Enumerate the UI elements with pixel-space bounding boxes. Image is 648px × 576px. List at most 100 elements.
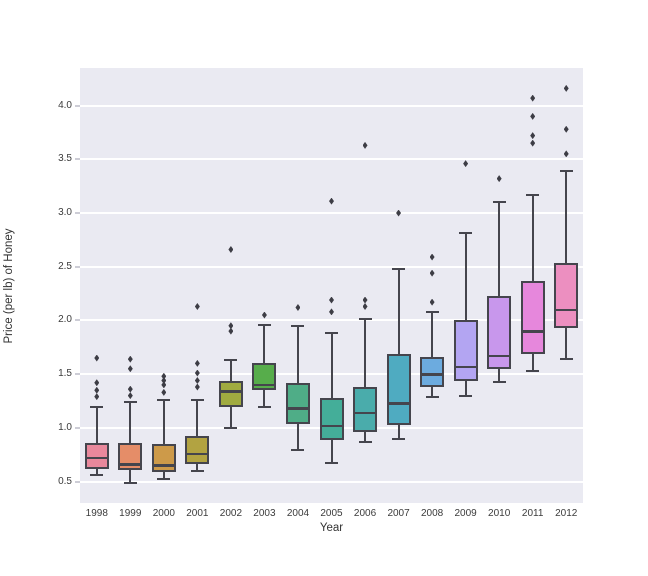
median-2012 xyxy=(554,308,579,312)
median-2002 xyxy=(218,390,243,393)
whisker-cap-low-2004 xyxy=(291,449,305,452)
box-2008 xyxy=(420,356,445,387)
y-tick-mark xyxy=(75,319,80,322)
median-2000 xyxy=(151,464,176,467)
outlier-2001 xyxy=(194,369,200,377)
outlier-2011 xyxy=(530,112,536,120)
y-tick-mark xyxy=(75,373,80,376)
x-tick-label-2006: 2006 xyxy=(353,508,377,519)
outlier-1999 xyxy=(127,365,133,373)
y-tick-mark xyxy=(75,480,80,483)
whisker-2008 xyxy=(431,311,434,397)
whisker-2006 xyxy=(364,319,367,442)
y-tick-label: 2.0 xyxy=(58,314,72,326)
box-2007 xyxy=(386,353,411,425)
outlier-2001 xyxy=(194,383,200,391)
box-1998 xyxy=(84,442,109,469)
outlier-2001 xyxy=(194,359,200,367)
whisker-cap-low-2000 xyxy=(157,478,171,481)
outlier-2005 xyxy=(329,296,334,304)
whisker-2009 xyxy=(464,233,467,396)
median-2007 xyxy=(386,402,411,405)
y-axis-label: Price (per lb) of Honey xyxy=(3,228,15,344)
x-tick-label-2000: 2000 xyxy=(152,508,175,519)
box-2001 xyxy=(185,436,210,465)
median-1999 xyxy=(118,463,143,466)
y-tick-label: 2.5 xyxy=(58,260,72,272)
whisker-cap-low-2006 xyxy=(358,440,372,443)
outlier-2006 xyxy=(362,302,368,310)
x-tick-label-2008: 2008 xyxy=(420,508,444,519)
outlier-2011 xyxy=(530,139,536,147)
whisker-1998 xyxy=(95,407,98,476)
outlier-1998 xyxy=(94,393,100,401)
outlier-2008 xyxy=(429,253,435,261)
outlier-2006 xyxy=(362,296,368,304)
outlier-2004 xyxy=(295,304,301,312)
whisker-2001 xyxy=(196,399,199,471)
whisker-cap-low-2008 xyxy=(425,395,439,398)
y-gridline xyxy=(80,158,583,161)
median-2011 xyxy=(520,330,545,333)
median-2006 xyxy=(353,411,378,415)
outlier-2012 xyxy=(563,84,569,92)
box-2010 xyxy=(487,295,512,369)
median-2003 xyxy=(252,383,277,387)
whisker-2000 xyxy=(162,399,165,480)
whisker-cap-high-2005 xyxy=(325,332,338,335)
x-tick-label-2009: 2009 xyxy=(454,508,477,519)
whisker-2010 xyxy=(498,202,501,382)
outlier-2011 xyxy=(530,132,536,140)
median-2008 xyxy=(420,373,445,376)
whisker-cap-low-1998 xyxy=(90,474,104,477)
whisker-cap-low-2007 xyxy=(392,437,406,440)
x-tick-label-1998: 1998 xyxy=(85,508,108,519)
x-axis-label: Year xyxy=(319,522,344,534)
y-tick-mark xyxy=(75,265,80,268)
whisker-cap-low-2005 xyxy=(325,462,338,465)
y-tick-mark xyxy=(75,426,80,429)
y-tick-mark xyxy=(75,212,80,214)
outlier-2000 xyxy=(161,372,167,380)
outlier-1998 xyxy=(94,379,100,387)
whisker-cap-high-2002 xyxy=(224,359,238,362)
outlier-2012 xyxy=(563,125,569,133)
whisker-cap-low-1999 xyxy=(123,481,137,484)
whisker-cap-high-1999 xyxy=(123,401,137,404)
x-tick-label-2011: 2011 xyxy=(521,508,544,519)
median-2009 xyxy=(453,365,478,369)
whisker-cap-low-2010 xyxy=(492,380,506,383)
outlier-2001 xyxy=(194,377,200,385)
outlier-2002 xyxy=(228,327,234,335)
outlier-1999 xyxy=(127,392,133,400)
whisker-cap-high-2009 xyxy=(459,232,473,235)
whisker-cap-high-2011 xyxy=(526,193,540,196)
whisker-cap-high-2000 xyxy=(157,398,171,401)
median-2010 xyxy=(487,354,512,358)
median-2004 xyxy=(285,407,310,410)
whisker-cap-low-2012 xyxy=(559,358,573,361)
whisker-cap-high-2007 xyxy=(392,267,406,270)
outlier-2009 xyxy=(463,160,469,168)
box-2009 xyxy=(453,320,478,381)
y-gridline xyxy=(80,265,583,268)
y-tick-label: 4.0 xyxy=(58,99,72,111)
y-tick-mark xyxy=(75,104,80,107)
whisker-cap-low-2001 xyxy=(190,469,204,472)
x-tick-label-2010: 2010 xyxy=(488,508,511,519)
outlier-1999 xyxy=(127,385,133,393)
x-tick-label-2004: 2004 xyxy=(286,508,310,519)
outlier-2001 xyxy=(194,302,200,310)
whisker-cap-high-2010 xyxy=(492,201,506,204)
outlier-2002 xyxy=(228,246,234,254)
box-2002 xyxy=(218,380,243,408)
y-gridline xyxy=(80,319,583,322)
y-tick-label: 3.5 xyxy=(58,153,72,165)
whisker-cap-high-2003 xyxy=(257,323,271,326)
y-tick-label: 1.0 xyxy=(58,421,72,433)
whisker-cap-low-2011 xyxy=(526,369,540,372)
y-gridline xyxy=(80,480,583,483)
outlier-2000 xyxy=(161,388,167,396)
outlier-1998 xyxy=(94,354,100,362)
